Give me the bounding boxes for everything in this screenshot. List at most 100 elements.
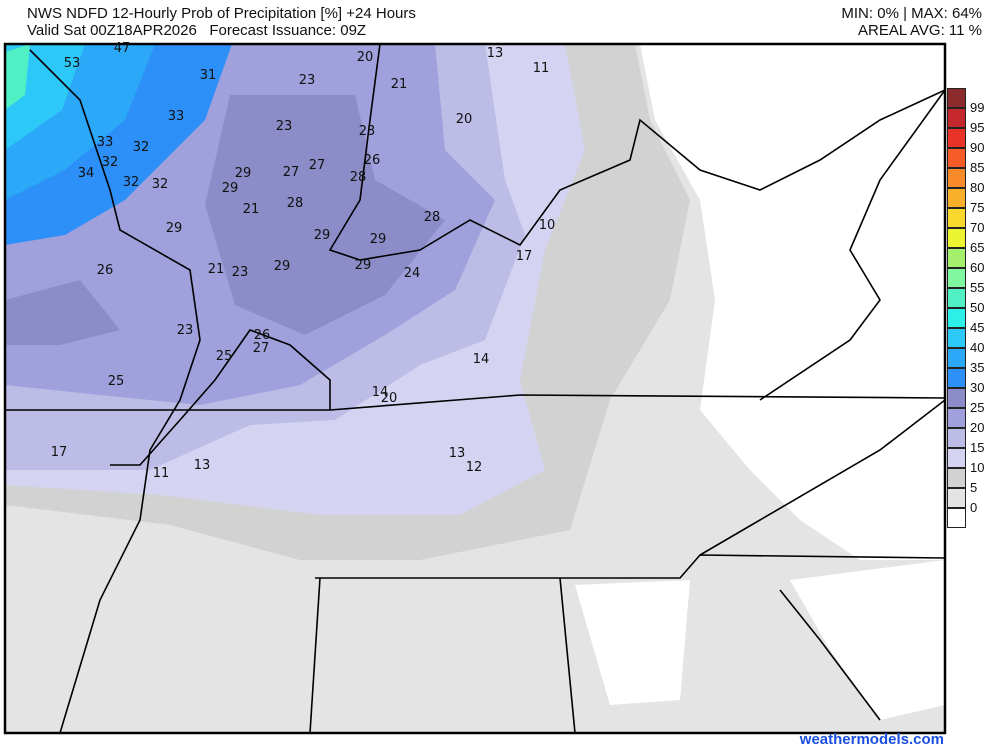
legend-swatch <box>947 268 966 288</box>
legend-swatch <box>947 508 966 528</box>
pop-value-label: 27 <box>283 165 300 180</box>
pop-value-label: 20 <box>456 112 473 127</box>
legend-swatch <box>947 428 966 448</box>
pop-value-label: 21 <box>243 202 260 217</box>
legend-swatch <box>947 108 966 128</box>
legend-swatch <box>947 288 966 308</box>
pop-value-label: 14 <box>372 385 389 400</box>
pop-value-label: 32 <box>133 140 150 155</box>
pop-value-label: 29 <box>355 258 372 273</box>
pop-value-label: 13 <box>449 446 466 461</box>
legend-label: 95 <box>970 120 985 135</box>
region-0 <box>790 560 945 720</box>
pop-value-label: 25 <box>216 349 233 364</box>
legend-swatch <box>947 88 966 108</box>
map-frame <box>3 42 947 735</box>
region-25-30 <box>205 95 445 335</box>
pop-value-label: 14 <box>473 352 490 367</box>
pop-value-label: 23 <box>299 73 316 88</box>
pop-value-label: 29 <box>274 259 291 274</box>
pop-value-label: 26 <box>254 328 271 343</box>
region-0 <box>575 580 690 705</box>
pop-value-label: 32 <box>123 175 140 190</box>
credit-link[interactable]: weathermodels.com <box>799 731 944 748</box>
pop-value-label: 34 <box>78 166 95 181</box>
pop-value-label: 25 <box>108 374 125 389</box>
legend-label: 90 <box>970 140 985 155</box>
region-0 <box>640 44 945 560</box>
pop-value-label: 29 <box>370 232 387 247</box>
pop-value-label: 23 <box>359 124 376 139</box>
pop-value-label: 33 <box>168 109 185 124</box>
pop-value-label: 31 <box>200 68 217 83</box>
pop-value-label: 29 <box>222 181 239 196</box>
pop-value-label: 32 <box>102 155 119 170</box>
pop-value-label: 26 <box>364 153 381 168</box>
legend-swatch <box>947 148 966 168</box>
pop-value-label: 53 <box>64 56 81 71</box>
legend-label: 55 <box>970 280 985 295</box>
legend-label: 30 <box>970 380 985 395</box>
legend-swatch <box>947 468 966 488</box>
pop-value-label: 28 <box>424 210 441 225</box>
pop-value-label: 17 <box>516 249 533 264</box>
legend-swatch <box>947 168 966 188</box>
region-25-30 <box>5 280 120 345</box>
pop-value-label: 11 <box>533 61 550 76</box>
legend-label: 20 <box>970 420 985 435</box>
pop-value-label: 26 <box>97 263 114 278</box>
pop-value-label: 21 <box>391 77 408 92</box>
legend-label: 85 <box>970 160 985 175</box>
pop-value-label: 11 <box>153 466 170 481</box>
legend-label: 0 <box>970 500 978 515</box>
areal-average: AREAL AVG: 11 % <box>858 22 982 39</box>
legend-swatch <box>947 188 966 208</box>
pop-value-label: 21 <box>208 262 225 277</box>
legend-label: 45 <box>970 320 985 335</box>
state-borders <box>5 44 945 733</box>
legend-label: 99 <box>970 100 985 115</box>
legend-label: 40 <box>970 340 985 355</box>
pop-value-label: 20 <box>381 391 398 406</box>
legend-swatch <box>947 308 966 328</box>
pop-value-label: 29 <box>166 221 183 236</box>
pop-value-label: 23 <box>232 265 249 280</box>
legend-label: 35 <box>970 360 985 375</box>
legend-swatch <box>947 448 966 468</box>
pop-value-label: 29 <box>235 166 252 181</box>
legend-label: 25 <box>970 400 985 415</box>
map-title: NWS NDFD 12-Hourly Prob of Precipitation… <box>27 5 416 22</box>
pop-value-label: 28 <box>350 170 367 185</box>
legend-swatch <box>947 388 966 408</box>
legend-swatch <box>947 368 966 388</box>
pop-value-label: 24 <box>404 266 421 281</box>
min-max: MIN: 0% | MAX: 64% <box>841 5 982 22</box>
pop-value-label: 29 <box>314 228 331 243</box>
legend-swatch <box>947 228 966 248</box>
legend-swatch <box>947 208 966 228</box>
legend-label: 70 <box>970 220 985 235</box>
legend-swatch <box>947 248 966 268</box>
legend-label: 65 <box>970 240 985 255</box>
legend-swatch <box>947 328 966 348</box>
legend-swatch <box>947 488 966 508</box>
pop-value-label: 32 <box>152 177 169 192</box>
legend-swatch <box>947 128 966 148</box>
legend-label: 15 <box>970 440 985 455</box>
pop-value-label: 47 <box>114 41 131 56</box>
pop-value-label: 10 <box>539 218 556 233</box>
valid-time: Valid Sat 00Z18APR2026 Forecast Issuance… <box>27 22 367 39</box>
legend-swatch <box>947 348 966 368</box>
pop-value-label: 13 <box>487 46 504 61</box>
pop-value-label: 17 <box>51 445 68 460</box>
legend-label: 50 <box>970 300 985 315</box>
legend-label: 60 <box>970 260 985 275</box>
pop-value-label: 20 <box>357 50 374 65</box>
pop-value-label: 27 <box>309 158 326 173</box>
pop-value-label: 28 <box>287 196 304 211</box>
legend-label: 10 <box>970 460 985 475</box>
pop-value-label: 23 <box>177 323 194 338</box>
region-50-55 <box>5 44 30 110</box>
pop-value-label: 33 <box>97 135 114 150</box>
